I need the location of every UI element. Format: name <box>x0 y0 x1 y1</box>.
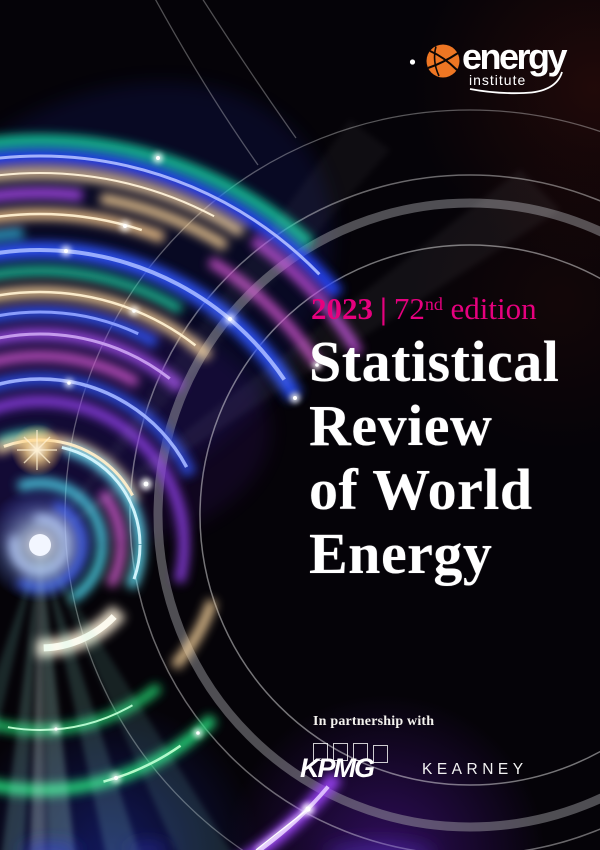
publisher-subname: institute <box>469 72 527 88</box>
partnership-label: In partnership with <box>313 714 435 729</box>
energy-institute-mark <box>409 44 563 95</box>
kpmg-square <box>313 743 328 761</box>
edition-word: edition <box>442 291 537 326</box>
logo-swoosh <box>469 71 563 95</box>
energy-institute-logo: energy institute <box>406 36 576 98</box>
kpmg-wordmark: KPMG <box>300 753 375 783</box>
four-outlined-squares-icon <box>313 743 388 763</box>
title-line-3: of World <box>309 457 533 522</box>
kpmg-square <box>373 745 388 763</box>
title-line-2: Review <box>309 393 493 458</box>
orange-globe-icon <box>426 44 460 78</box>
kpmg-square <box>333 743 348 761</box>
kpmg-square <box>353 743 368 761</box>
edition-year: 2023 <box>311 291 373 326</box>
sparkles-core <box>54 156 319 812</box>
white-dot-icon <box>409 59 416 65</box>
edition-number: 72 <box>393 291 425 326</box>
kpmg-logo: KPMG <box>300 742 388 783</box>
page-title: Statistical Review of World Energy <box>309 330 559 586</box>
bottom-edge-glows <box>21 842 432 850</box>
title-line-1: Statistical <box>309 329 560 394</box>
edition-line: 2023 | 72nd edition <box>311 286 537 326</box>
edition-suffix: nd <box>424 294 443 314</box>
title-line-4: Energy <box>309 521 493 586</box>
edition-separator: | <box>380 291 387 326</box>
publisher-name: energy <box>462 36 568 77</box>
light-flares <box>0 424 309 850</box>
kearney-logo: KEARNEY <box>422 761 528 778</box>
